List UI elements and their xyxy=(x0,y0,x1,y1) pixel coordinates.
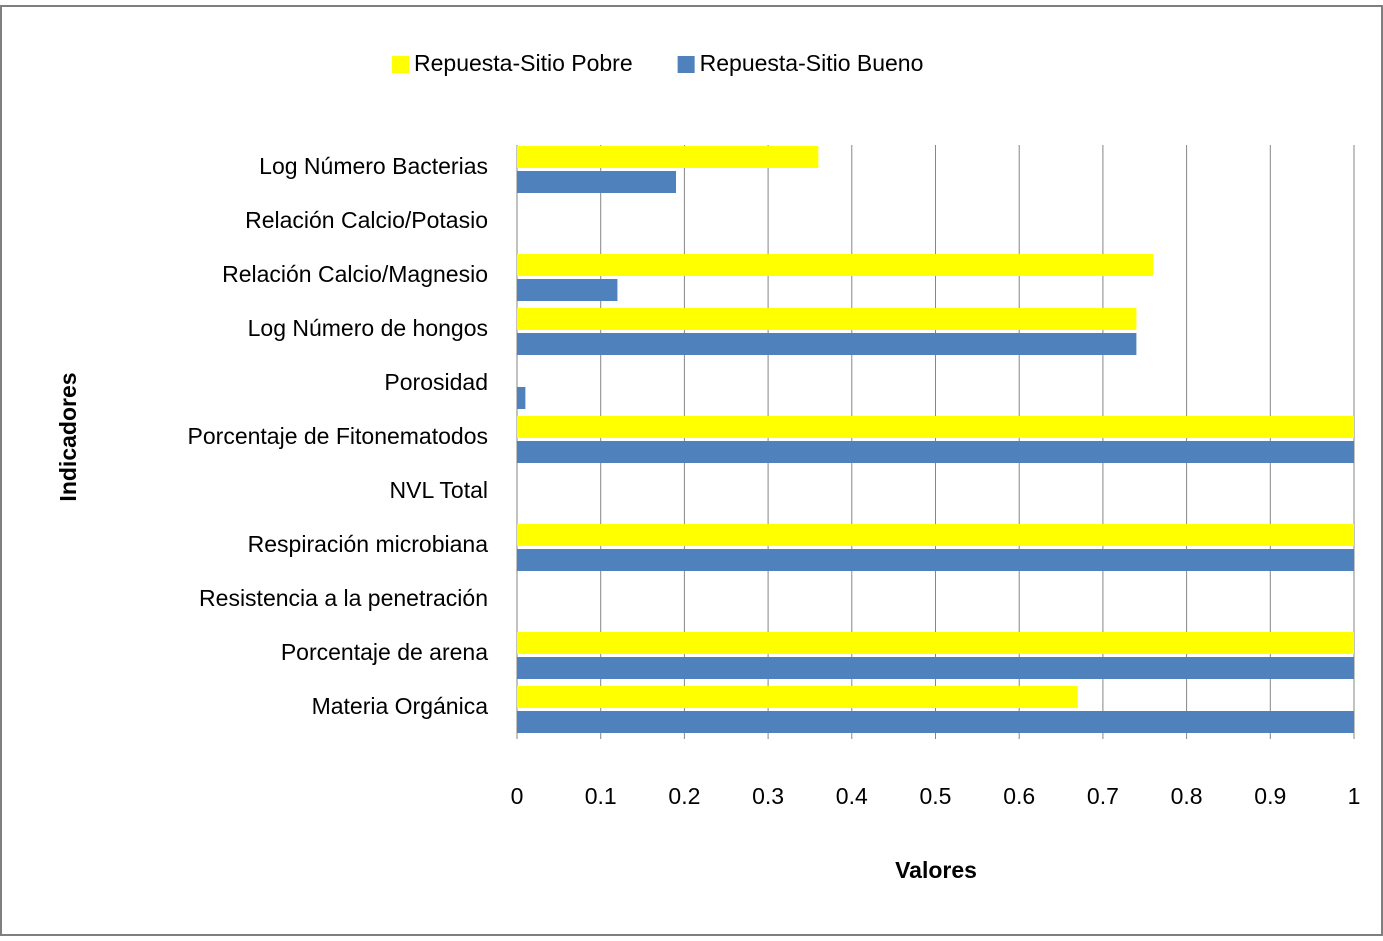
bar xyxy=(517,254,1154,276)
y-tick-label: Porcentaje de arena xyxy=(281,639,488,665)
bar xyxy=(517,146,819,168)
x-tick-label: 0 xyxy=(511,783,524,809)
x-tick-label: 0.9 xyxy=(1254,783,1286,809)
bar xyxy=(517,308,1137,330)
y-tick-label: Respiración microbiana xyxy=(248,531,489,557)
y-tick-label: Resistencia a la penetración xyxy=(199,585,488,611)
bar xyxy=(517,549,1354,571)
x-axis-label: Valores xyxy=(895,857,977,883)
legend-swatch xyxy=(392,56,409,73)
x-tick-label: 0.7 xyxy=(1087,783,1119,809)
x-tick-label: 0.6 xyxy=(1003,783,1035,809)
x-tick-label: 0.8 xyxy=(1171,783,1203,809)
y-tick-label: Log Número de hongos xyxy=(248,315,488,341)
y-tick-label: Relación Calcio/Magnesio xyxy=(222,261,488,287)
bar xyxy=(517,657,1354,679)
bar xyxy=(517,441,1354,463)
y-tick-label: Materia Orgánica xyxy=(312,693,489,719)
y-tick-label: Porosidad xyxy=(384,369,488,395)
bar xyxy=(517,686,1078,708)
x-tick-label: 0.5 xyxy=(920,783,952,809)
bar xyxy=(517,524,1354,546)
legend-label: Repuesta-Sitio Pobre xyxy=(414,50,633,76)
bar xyxy=(517,279,618,301)
x-tick-label: 1 xyxy=(1348,783,1361,809)
y-axis-label: Indicadores xyxy=(55,372,81,501)
bar xyxy=(517,333,1137,355)
bar xyxy=(517,387,526,409)
legend-swatch xyxy=(677,56,695,73)
x-tick-label: 0.4 xyxy=(836,783,868,809)
y-tick-label: Log Número Bacterias xyxy=(259,153,488,179)
x-tick-label: 0.3 xyxy=(752,783,784,809)
legend-label: Repuesta-Sitio Bueno xyxy=(700,50,924,76)
y-tick-label: Relación Calcio/Potasio xyxy=(245,207,488,233)
y-tick-label: NVL Total xyxy=(390,477,488,503)
bar xyxy=(517,171,677,193)
y-tick-label: Porcentaje de Fitonematodos xyxy=(188,423,488,449)
x-tick-label: 0.2 xyxy=(668,783,700,809)
x-tick-label: 0.1 xyxy=(585,783,617,809)
bar xyxy=(517,711,1354,733)
bar xyxy=(517,632,1354,654)
bar xyxy=(517,416,1354,438)
